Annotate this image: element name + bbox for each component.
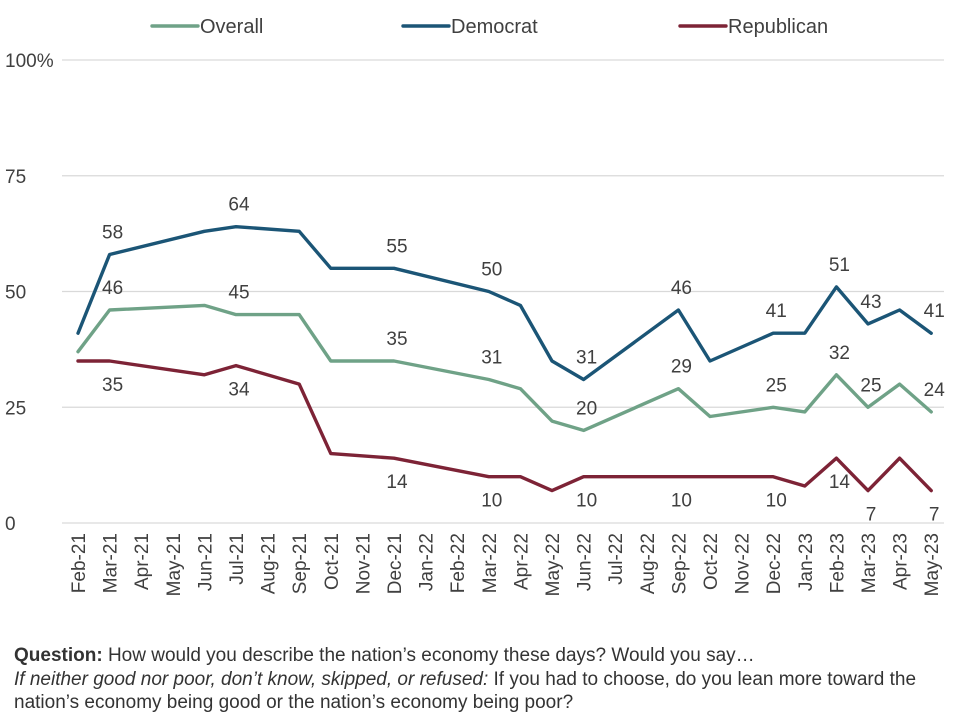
data-label: 10: [766, 491, 787, 512]
y-tick-label: 100%: [5, 51, 54, 72]
followup-note: If neither good nor poor, don’t know, sk…: [14, 668, 964, 714]
x-tick-label: Nov-21: [353, 533, 374, 594]
data-label: 10: [576, 491, 597, 512]
x-tick-label: Jan-22: [417, 533, 438, 591]
x-tick-label: Aug-21: [259, 533, 280, 594]
series-line-democrat: [76, 224, 933, 382]
data-label: 14: [386, 472, 408, 493]
gridlines: [62, 59, 944, 524]
y-tick-label: 75: [5, 167, 26, 188]
x-tick-label: Jun-22: [575, 533, 596, 591]
followup-text: If you had to choose, do you lean more t…: [14, 669, 917, 713]
x-tick-label: Mar-22: [480, 533, 501, 593]
followup-condition: If neither good nor poor, don’t know, sk…: [14, 669, 489, 690]
series-line-republican: [76, 359, 933, 493]
x-tick-label: Apr-23: [891, 533, 912, 590]
x-tick-label: Mar-21: [101, 533, 122, 593]
data-label: 25: [766, 375, 787, 396]
x-tick-label: May-23: [922, 533, 943, 596]
x-axis: Feb-21 Mar-21 Apr-21 May-21 Jun-21 Jul-21 Aug-…: [69, 533, 943, 596]
data-label: 41: [766, 301, 787, 322]
data-label: 41: [924, 301, 945, 322]
data-label: 10: [671, 491, 692, 512]
y-axis: 0 25 50 75 100%: [5, 51, 54, 535]
data-label: 34: [228, 380, 250, 401]
question-label: Question:: [14, 645, 103, 666]
x-tick-label: Apr-22: [511, 533, 532, 590]
chart-legend: Overall Democrat Republican: [150, 16, 828, 38]
x-tick-label: Apr-21: [132, 533, 153, 590]
y-tick-label: 50: [5, 283, 26, 304]
x-tick-label: May-22: [543, 533, 564, 596]
x-tick-label: Nov-22: [733, 533, 754, 594]
line-chart: Overall Democrat Republican 0 25 50 75 100% Fe…: [5, 16, 945, 596]
x-tick-label: Sep-22: [669, 533, 690, 594]
data-label: 14: [829, 472, 851, 493]
x-tick-label: Mar-23: [859, 533, 880, 593]
data-label: 29: [671, 357, 692, 378]
y-tick-label: 0: [5, 514, 16, 535]
data-label: 20: [576, 398, 597, 419]
data-labels: 58 46 35 64 45 34 55 35 14 50 31 10 31 20 10 46 29 10 41 25…: [102, 195, 945, 526]
legend-label-republican: Republican: [728, 16, 828, 38]
data-label: 55: [386, 236, 407, 257]
data-label: 10: [481, 491, 502, 512]
series-line-overall: [76, 303, 933, 433]
data-label: 50: [481, 260, 502, 281]
x-tick-label: Aug-22: [638, 533, 659, 594]
data-label: 64: [228, 195, 250, 216]
x-tick-label: Jul-21: [227, 533, 248, 585]
legend-label-overall: Overall: [200, 16, 263, 38]
series-lines: [76, 224, 933, 493]
y-tick-label: 25: [5, 398, 26, 419]
data-label: 46: [102, 278, 123, 299]
x-tick-label: May-21: [164, 533, 185, 596]
data-label: 58: [102, 222, 123, 243]
data-label: 7: [866, 505, 877, 526]
data-label: 46: [671, 278, 692, 299]
x-tick-label: Oct-22: [701, 533, 722, 590]
data-label: 25: [860, 375, 881, 396]
data-label: 35: [386, 329, 407, 350]
data-label: 32: [829, 343, 850, 364]
data-label: 24: [924, 380, 946, 401]
x-tick-label: Feb-22: [448, 533, 469, 593]
data-label: 45: [228, 283, 249, 304]
data-label: 31: [576, 347, 597, 368]
data-label: 43: [860, 292, 881, 313]
x-tick-label: Jan-23: [796, 533, 817, 591]
x-tick-label: Oct-21: [322, 533, 343, 590]
x-tick-label: Sep-21: [290, 533, 311, 594]
x-tick-label: Dec-21: [385, 533, 406, 594]
data-label: 31: [481, 347, 502, 368]
x-tick-label: Jun-21: [195, 533, 216, 591]
data-label: 51: [829, 255, 850, 276]
question-text: How would you describe the nation’s econ…: [102, 645, 755, 666]
data-label: 35: [102, 375, 123, 396]
x-tick-label: Feb-21: [69, 533, 90, 593]
x-tick-label: Dec-22: [764, 533, 785, 594]
question-note: Question: How would you describe the nat…: [14, 644, 964, 667]
x-tick-label: Jul-22: [606, 533, 627, 585]
x-tick-label: Feb-23: [827, 533, 848, 593]
legend-label-democrat: Democrat: [451, 16, 538, 38]
data-label: 7: [929, 505, 940, 526]
